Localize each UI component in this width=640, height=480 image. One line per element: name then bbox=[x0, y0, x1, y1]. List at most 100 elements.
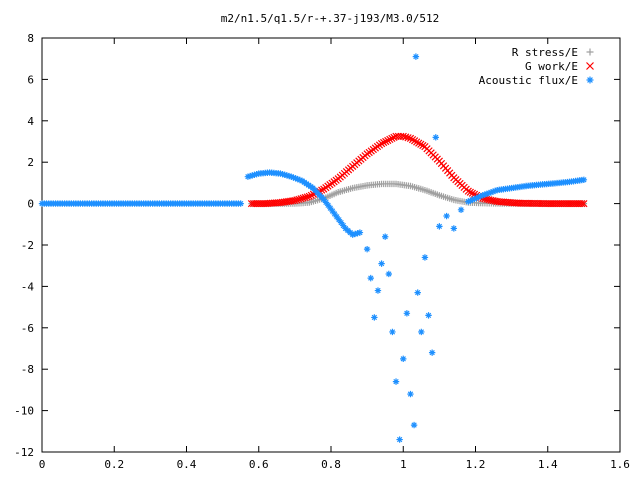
data-point bbox=[436, 223, 443, 230]
data-point bbox=[491, 187, 499, 195]
data-point bbox=[473, 194, 480, 202]
data-point bbox=[356, 229, 364, 236]
data-point bbox=[471, 195, 478, 203]
data-point bbox=[279, 171, 286, 178]
data-point bbox=[340, 222, 347, 229]
data-point bbox=[479, 192, 486, 199]
data-point bbox=[469, 196, 476, 203]
data-point bbox=[466, 188, 474, 196]
data-point bbox=[237, 200, 244, 207]
x-tick-label: 1.2 bbox=[466, 458, 486, 471]
data-point bbox=[400, 355, 407, 363]
x-tick-label: 1.4 bbox=[538, 458, 558, 471]
legend-label: Acoustic flux/E bbox=[479, 74, 578, 87]
data-point bbox=[374, 287, 382, 294]
x-tick-label: 0.8 bbox=[321, 458, 341, 471]
legend-label: G work/E bbox=[525, 60, 578, 73]
x-tick-label: 0.6 bbox=[249, 458, 269, 471]
data-point bbox=[371, 314, 378, 321]
legend-marker bbox=[586, 76, 594, 84]
data-point bbox=[367, 274, 374, 282]
data-point bbox=[483, 190, 491, 198]
data-point bbox=[425, 312, 432, 319]
data-point bbox=[457, 206, 465, 214]
data-point bbox=[349, 231, 356, 238]
data-point bbox=[385, 270, 392, 278]
data-point bbox=[418, 328, 425, 336]
data-point bbox=[489, 188, 497, 195]
y-tick-label: -10 bbox=[14, 405, 34, 418]
data-point bbox=[450, 225, 458, 232]
legend-label: R stress/E bbox=[512, 46, 578, 59]
series-g-work-e bbox=[247, 132, 588, 208]
data-point bbox=[283, 172, 291, 179]
y-tick-label: 6 bbox=[27, 73, 34, 86]
data-point bbox=[407, 390, 414, 398]
data-point bbox=[586, 48, 594, 56]
x-tick-label: 1.6 bbox=[610, 458, 630, 471]
data-point bbox=[403, 310, 411, 317]
data-point bbox=[580, 199, 588, 208]
data-point bbox=[412, 53, 420, 60]
data-point bbox=[354, 230, 361, 237]
series-acoustic-flux-e bbox=[38, 53, 588, 443]
data-point bbox=[380, 138, 388, 147]
data-point bbox=[293, 196, 301, 204]
data-point bbox=[378, 260, 385, 267]
data-point bbox=[290, 174, 297, 181]
data-point bbox=[464, 187, 472, 195]
data-point bbox=[475, 193, 482, 201]
data-point bbox=[335, 216, 343, 223]
data-point bbox=[363, 245, 371, 253]
data-point bbox=[292, 175, 299, 182]
data-point bbox=[307, 191, 316, 199]
y-tick-label: 8 bbox=[27, 32, 34, 45]
data-point bbox=[389, 328, 396, 336]
data-point bbox=[485, 189, 493, 197]
data-point bbox=[324, 202, 332, 209]
data-point bbox=[432, 134, 439, 141]
data-point bbox=[244, 173, 252, 180]
data-point bbox=[382, 137, 390, 146]
data-point bbox=[408, 135, 417, 144]
data-point bbox=[377, 139, 386, 148]
data-point bbox=[288, 173, 295, 180]
data-point bbox=[381, 233, 389, 240]
data-point bbox=[384, 136, 392, 145]
series-layer bbox=[38, 53, 588, 443]
data-point bbox=[320, 196, 327, 203]
data-point bbox=[249, 172, 256, 179]
data-point bbox=[294, 175, 301, 183]
data-point bbox=[322, 199, 330, 206]
data-point bbox=[299, 194, 307, 202]
data-point bbox=[305, 192, 313, 200]
data-point bbox=[327, 204, 334, 212]
data-point bbox=[413, 138, 421, 146]
data-point bbox=[296, 176, 304, 184]
data-point bbox=[417, 140, 425, 148]
data-point bbox=[477, 193, 484, 200]
data-point bbox=[303, 193, 311, 201]
y-tick-label: 0 bbox=[27, 198, 34, 211]
data-point bbox=[337, 219, 345, 226]
data-point bbox=[586, 62, 594, 70]
data-point bbox=[443, 212, 450, 220]
legend-marker bbox=[586, 48, 594, 56]
data-point bbox=[414, 289, 421, 296]
data-point bbox=[419, 141, 427, 150]
y-tick-label: -4 bbox=[21, 280, 35, 293]
x-tick-label: 0.2 bbox=[104, 458, 124, 471]
data-point bbox=[406, 134, 415, 143]
data-point bbox=[468, 189, 477, 197]
chart-title: m2/n1.5/q1.5/r-+.37-j193/M3.0/512 bbox=[221, 12, 440, 25]
data-point bbox=[277, 170, 284, 177]
data-point bbox=[410, 137, 419, 145]
plot-frame bbox=[41, 37, 621, 453]
data-point bbox=[404, 134, 412, 142]
data-point bbox=[580, 176, 588, 183]
data-point bbox=[467, 197, 474, 204]
data-point bbox=[295, 195, 303, 203]
y-tick-label: -12 bbox=[14, 446, 34, 459]
